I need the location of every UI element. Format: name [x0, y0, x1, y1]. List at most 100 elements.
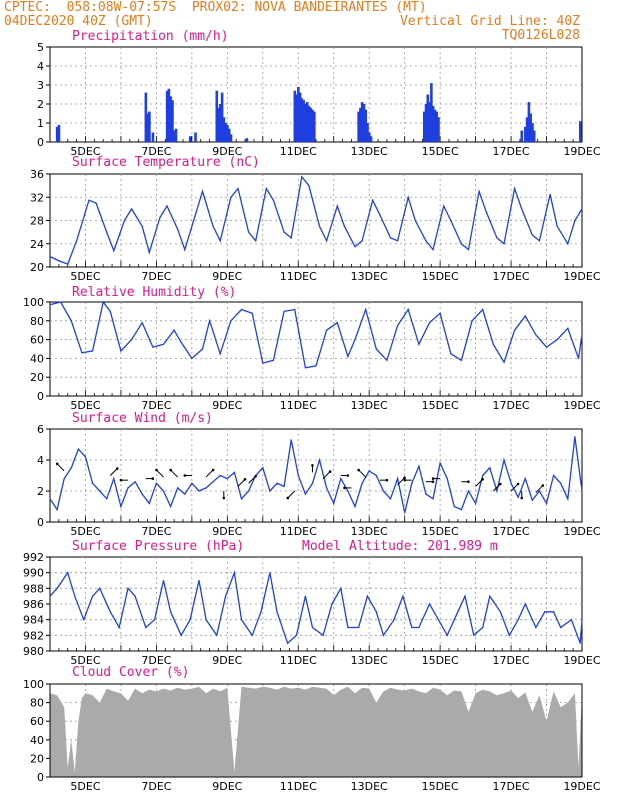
y-tick-label: 2 — [37, 98, 44, 111]
x-tick-label: 19DEC — [563, 780, 600, 793]
series-point — [556, 339, 558, 341]
precip-bar — [304, 104, 307, 142]
series-point — [248, 490, 250, 492]
precip-bar — [297, 86, 300, 142]
precip-bar — [227, 128, 231, 142]
series-point — [531, 234, 533, 236]
precip-bar — [307, 105, 311, 142]
series-point — [91, 482, 94, 484]
series-point — [581, 619, 583, 621]
y-tick-label: 990 — [23, 567, 44, 580]
series-point — [134, 595, 136, 597]
wind-arrow — [237, 478, 246, 487]
series-point — [340, 587, 342, 589]
wind-arrow-head — [385, 478, 389, 482]
x-tick-label: 9DEC — [212, 145, 242, 158]
series-point — [560, 626, 562, 629]
y-tick-label: 100 — [23, 678, 44, 691]
series-point — [262, 362, 264, 364]
series-point — [141, 322, 143, 324]
series-point — [230, 196, 232, 198]
precip-bar — [194, 132, 197, 142]
precip-bar — [422, 111, 426, 142]
series-point — [347, 626, 349, 629]
series-point — [91, 350, 94, 352]
wind-arrow-head — [541, 484, 545, 487]
x-tick-label: 5DEC — [70, 399, 100, 412]
series-point — [212, 481, 214, 483]
wind-arrow-head — [431, 480, 435, 484]
series-point — [123, 219, 126, 222]
series-point — [514, 187, 516, 190]
x-tick-label: 15DEC — [422, 145, 459, 158]
y-tick-label: 3 — [37, 79, 44, 92]
model-altitude-label: Model Altitude: 201.989 m — [302, 539, 498, 554]
series-point — [354, 246, 356, 248]
series-point — [361, 240, 363, 242]
wind-arrow-head — [115, 467, 119, 470]
series-point — [418, 626, 420, 629]
series-point — [581, 334, 583, 336]
header-vertical-grid: Vertical Grid Line: 40Z — [399, 14, 580, 29]
series-point — [201, 348, 204, 350]
y-tick-label: 100 — [23, 296, 44, 309]
x-tick-label: 5DEC — [70, 780, 100, 793]
series-point — [159, 216, 161, 219]
precip-bar — [172, 130, 176, 142]
precip-bar — [428, 102, 431, 142]
series-point — [184, 493, 186, 495]
precip-bar — [220, 92, 224, 142]
series-point — [545, 346, 548, 348]
series-point — [219, 353, 221, 355]
precip-bar — [437, 117, 440, 142]
series-point — [531, 499, 533, 501]
wind-arrow-head — [119, 478, 123, 482]
series-point — [340, 478, 342, 480]
series-point — [336, 205, 338, 207]
x-tick-label: 9DEC — [212, 399, 242, 412]
x-tick-label: 9DEC — [212, 525, 242, 538]
series-point — [375, 611, 377, 613]
series-point — [581, 490, 583, 492]
series-point — [492, 343, 494, 345]
x-tick-label: 13DEC — [351, 399, 388, 412]
series-point — [579, 642, 581, 644]
y-tick-label: 984 — [23, 614, 44, 627]
series-point — [326, 240, 328, 242]
precip-bar — [305, 102, 309, 142]
series-point — [113, 478, 115, 480]
series-point — [49, 595, 51, 597]
x-tick-label: 17DEC — [493, 780, 530, 793]
wind-arrow-head — [155, 468, 158, 472]
series-point — [106, 498, 108, 500]
precip-bar — [226, 124, 229, 142]
series-point — [212, 225, 214, 227]
precip-bar — [293, 90, 297, 142]
series-point — [538, 240, 541, 242]
series-point — [333, 502, 335, 504]
series-point — [365, 308, 367, 311]
series-point — [251, 634, 253, 636]
precip-bar — [366, 123, 369, 142]
series-point — [219, 474, 221, 477]
series-point — [240, 619, 243, 621]
series-point — [304, 493, 306, 495]
series-point — [464, 595, 466, 597]
series-point — [201, 190, 204, 193]
precip-bar — [531, 123, 534, 142]
series-point — [439, 462, 441, 464]
series-point — [248, 231, 250, 233]
series-point — [347, 355, 349, 358]
series-line — [49, 300, 583, 369]
y-tick-label: 40 — [30, 352, 44, 365]
x-tick-label: 13DEC — [351, 654, 388, 667]
series-point — [311, 482, 314, 484]
series-point — [379, 214, 381, 216]
y-tick-label: 20 — [30, 261, 44, 274]
wind-arrow-head — [516, 482, 520, 486]
precip-bar — [520, 130, 524, 142]
wind-arrow-head — [151, 477, 155, 480]
precip-bar — [224, 123, 227, 142]
series-point — [372, 199, 374, 201]
series-point — [560, 482, 562, 484]
